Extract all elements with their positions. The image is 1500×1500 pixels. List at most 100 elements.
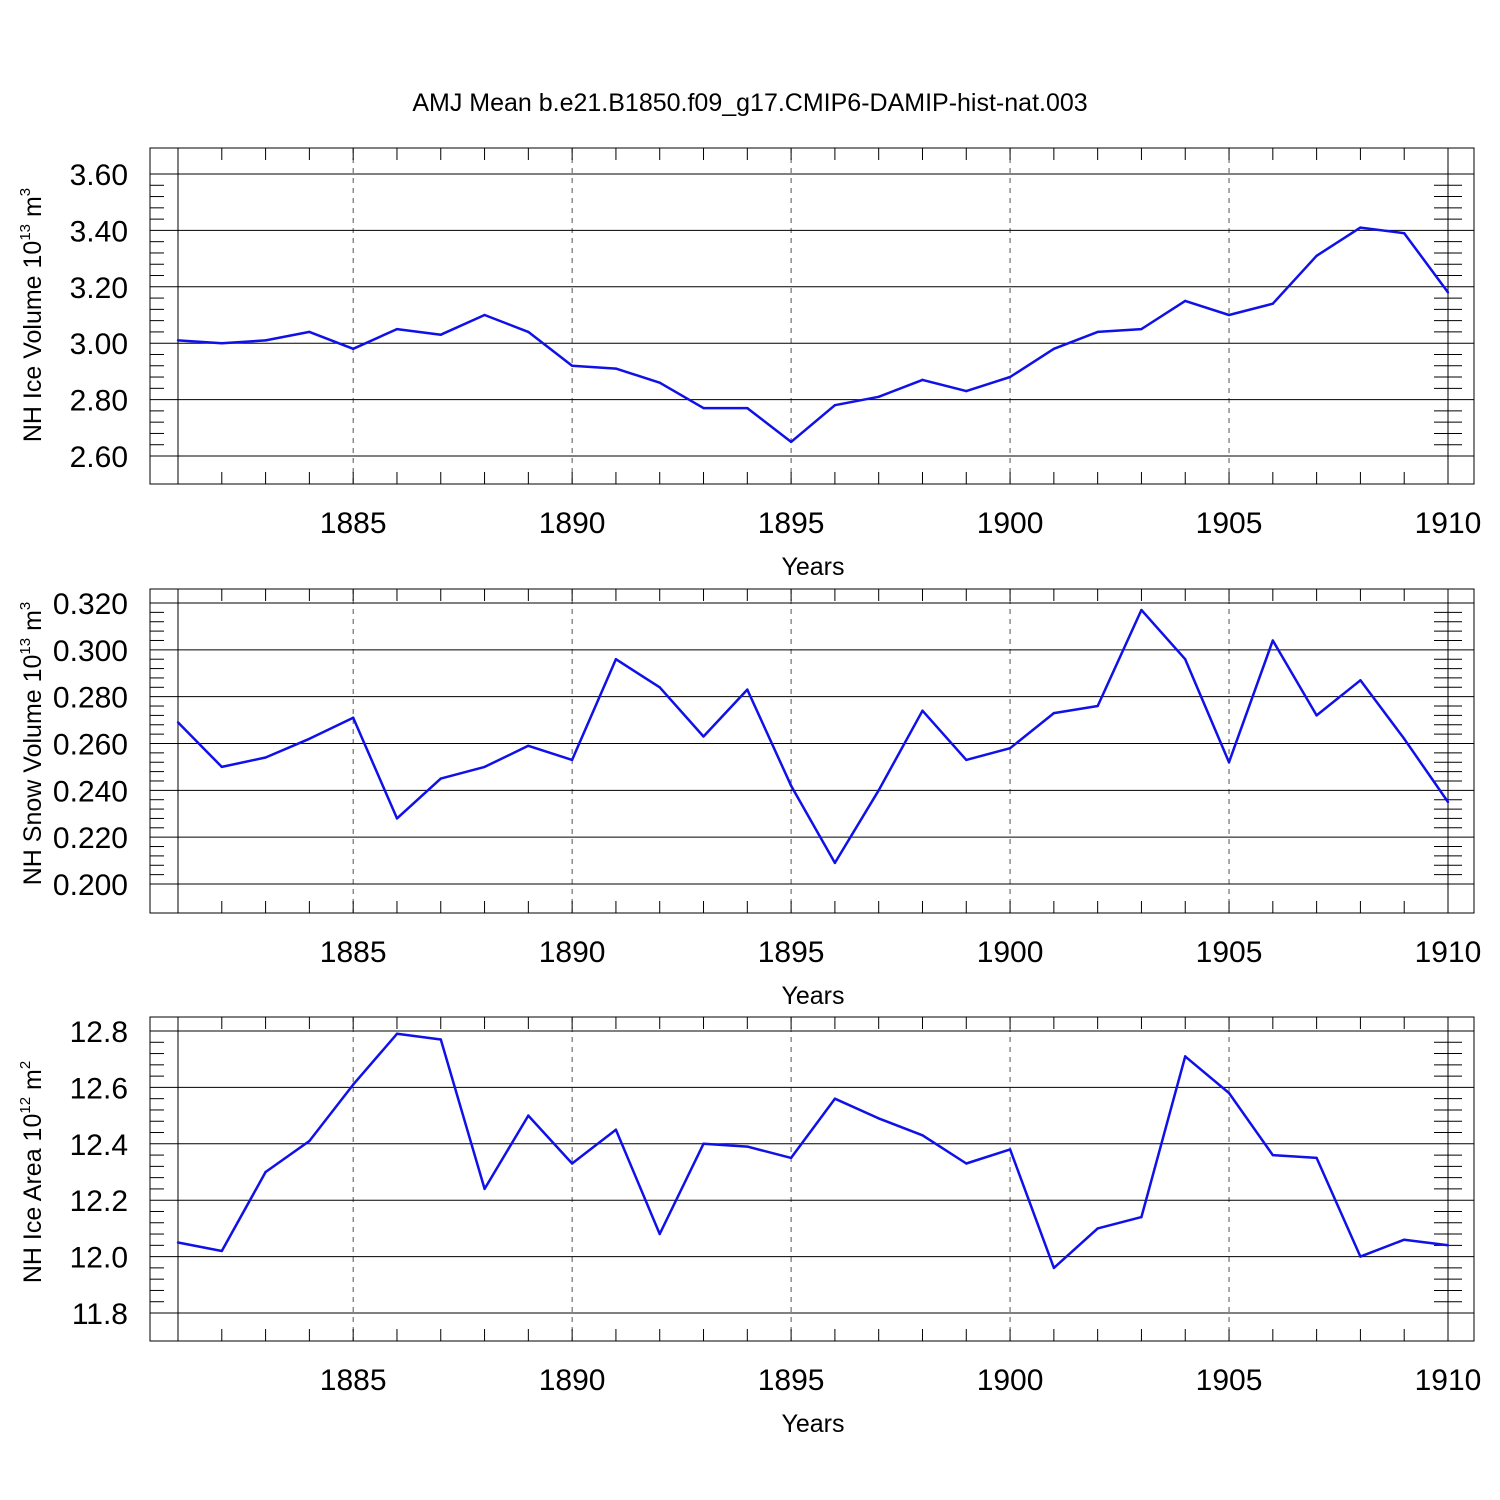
x-tick-label: 1895 [758, 936, 825, 969]
data-point [1315, 714, 1318, 717]
data-point [1403, 1238, 1406, 1241]
data-point [789, 440, 793, 444]
y-axis-label: NH Snow Volume 1013 m3 [17, 602, 47, 886]
data-point [570, 364, 574, 367]
data-point [483, 313, 486, 317]
x-tick-label: 1905 [1196, 936, 1263, 969]
plot-frame [149, 1016, 1475, 1342]
x-tick-label: 1905 [1196, 507, 1263, 540]
data-point [1271, 302, 1275, 305]
data-point [1359, 226, 1362, 229]
x-axis-label: Years [781, 1410, 844, 1438]
x-tick-label: 1900 [977, 1364, 1044, 1397]
data-point [1359, 679, 1362, 682]
data-point [614, 367, 618, 370]
data-point [877, 1117, 880, 1120]
y-tick-label: 2.60 [70, 441, 128, 474]
data-point [833, 404, 837, 407]
data-point [658, 381, 661, 384]
data-point [1052, 347, 1056, 351]
y-tick-label: 0.300 [53, 635, 128, 668]
data-point [965, 389, 968, 393]
data-point [395, 817, 399, 820]
data-point [833, 1097, 837, 1100]
data-point [1184, 1055, 1187, 1058]
data-point [220, 1249, 223, 1253]
data-point [789, 784, 793, 787]
data-point [1184, 299, 1187, 303]
chart-title: AMJ Mean b.e21.B1850.f09_g17.CMIP6-DAMIP… [412, 89, 1087, 117]
data-point [921, 1134, 924, 1137]
data-point [1008, 375, 1012, 379]
x-tick-label: 1890 [539, 936, 606, 969]
data-point [1140, 608, 1143, 612]
y-tick-label: 0.200 [53, 869, 128, 902]
panel-1: 2.60 2.80 3.00 3.20 3.40 3.60 1885 1890 1895 1900… [17, 147, 1482, 581]
data-point [1271, 639, 1275, 642]
y-tick-label: 0.220 [53, 822, 128, 855]
y-tick-label: 11.8 [72, 1298, 128, 1331]
y-tick-label: 12.4 [70, 1129, 128, 1162]
y-tick-label: 0.280 [53, 682, 128, 715]
data-point [220, 342, 223, 345]
data-point [264, 756, 267, 759]
data-point [877, 789, 880, 792]
data-point [877, 395, 880, 398]
x-tick-label: 1910 [1415, 507, 1482, 540]
y-tick-label: 3.20 [70, 272, 128, 305]
data-point [264, 1170, 267, 1174]
x-tick-label: 1900 [977, 507, 1044, 540]
x-tick-label: 1910 [1415, 936, 1482, 969]
data-point [1052, 1266, 1056, 1270]
panel-3: 11.8 12.0 12.2 12.4 12.6 12.8 1885 1890 1895 1900… [17, 1016, 1481, 1438]
x-tick-label: 1885 [320, 1364, 387, 1397]
data-point [1271, 1153, 1275, 1157]
data-point [1184, 658, 1187, 661]
data-point [658, 1232, 661, 1236]
data-point [1315, 254, 1318, 257]
data-point [1140, 327, 1143, 331]
data-point [1096, 704, 1099, 708]
data-point [351, 1083, 355, 1086]
data-point [1315, 1156, 1318, 1160]
data-point [702, 735, 705, 738]
data-point [308, 1139, 311, 1143]
data-point [483, 765, 486, 769]
data-point [570, 1162, 574, 1165]
data-point [527, 330, 530, 334]
data-point [1227, 313, 1231, 317]
data-point [921, 378, 924, 382]
y-tick-label: 12.0 [70, 1242, 128, 1275]
data-point [1096, 330, 1099, 334]
x-axis-label: Years [781, 982, 844, 1010]
y-axis-label: NH Ice Volume 1013 m3 [17, 188, 47, 442]
data-point [702, 1142, 705, 1146]
data-point [1359, 1255, 1362, 1258]
data-point [746, 688, 749, 691]
y-tick-label: 2.80 [70, 385, 128, 418]
y-tick-label: 0.240 [53, 775, 128, 808]
data-point [527, 744, 530, 748]
data-point [570, 758, 574, 762]
data-point [746, 1145, 749, 1148]
data-point [220, 765, 223, 769]
data-point [1446, 291, 1450, 294]
panel-2: 0.200 0.220 0.240 0.260 0.280 0.300 0.320 1885 1… [17, 588, 1481, 1010]
series-line [177, 608, 1450, 865]
data-point [1403, 232, 1406, 235]
data-point [439, 333, 442, 336]
data-point [1140, 1215, 1143, 1219]
data-point [1446, 1244, 1450, 1247]
x-tick-label: 1910 [1415, 1364, 1482, 1397]
data-point [176, 339, 180, 342]
data-point [1096, 1227, 1099, 1230]
data-point [614, 658, 618, 661]
data-point [395, 1032, 399, 1036]
data-point [308, 330, 311, 334]
y-tick-label: 12.2 [70, 1185, 128, 1218]
data-point [702, 406, 705, 410]
data-point [176, 1241, 180, 1244]
panels: 2.60 2.80 3.00 3.20 3.40 3.60 1885 1890 1895 1900… [17, 147, 1482, 1438]
x-tick-label: 1895 [758, 1364, 825, 1397]
